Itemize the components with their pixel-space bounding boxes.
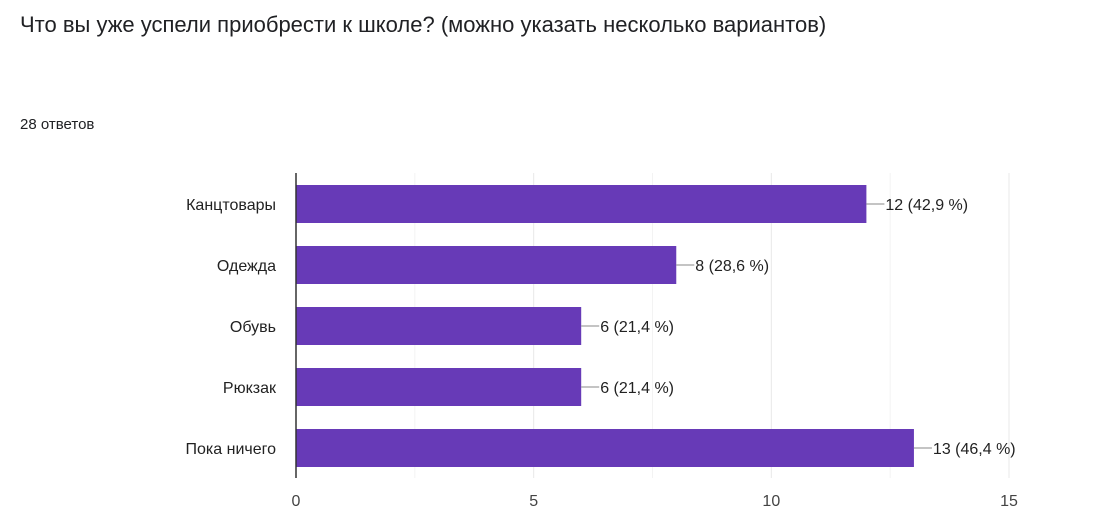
x-tick-label: 15: [1000, 493, 1018, 510]
bar: [296, 307, 582, 345]
value-label: 6 (21,4 %): [600, 319, 674, 336]
value-label: 6 (21,4 %): [600, 380, 674, 397]
category-label: Обувь: [230, 319, 276, 336]
value-label: 12 (42,9 %): [885, 197, 968, 214]
bar: [296, 368, 582, 406]
x-tick-label: 10: [762, 493, 780, 510]
category-label: Рюкзак: [223, 380, 277, 397]
category-label: Одежда: [217, 258, 276, 275]
question-title: Что вы уже успели приобрести к школе? (м…: [20, 12, 827, 37]
x-tick-label: 5: [529, 493, 538, 510]
category-label: Канцтовары: [186, 197, 276, 214]
category-label: Пока ничего: [186, 441, 277, 458]
value-label: 8 (28,6 %): [695, 258, 769, 275]
value-label: 13 (46,4 %): [933, 441, 1016, 458]
bar: [296, 429, 914, 467]
bar: [296, 185, 867, 223]
x-tick-label: 0: [292, 493, 301, 510]
responses-count: 28 ответов: [20, 116, 95, 133]
bar: [296, 246, 677, 284]
